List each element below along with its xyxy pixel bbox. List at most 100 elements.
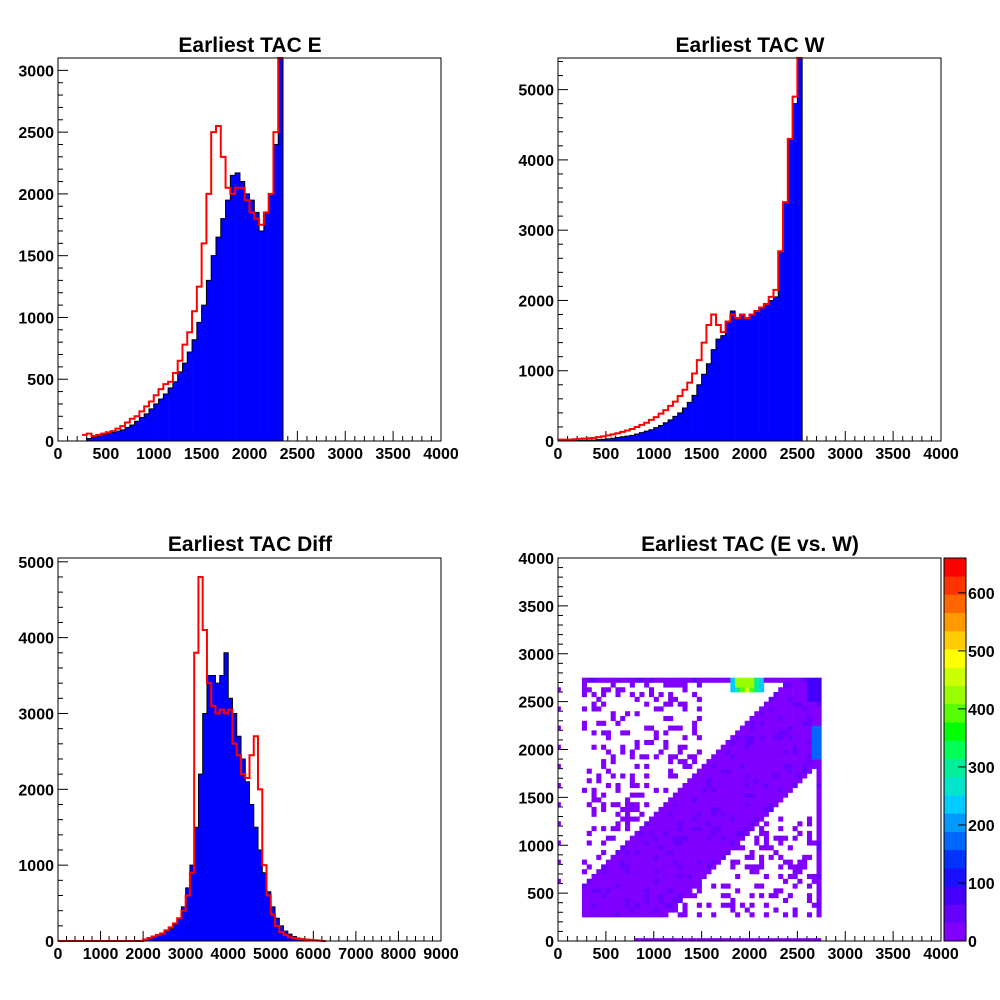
heatmap-cell: [658, 864, 664, 870]
heatmap-cell: [773, 938, 779, 941]
heatmap-cell: [768, 744, 774, 750]
histogram-bar: [230, 175, 236, 441]
heatmap-cell: [768, 759, 774, 765]
histogram-bar: [219, 675, 225, 941]
histogram-bar: [147, 937, 152, 941]
heatmap-cell: [739, 816, 746, 822]
heatmap-cell: [696, 768, 702, 774]
heatmap-cell: [701, 850, 707, 856]
y-tick-label: 0: [45, 434, 54, 451]
heatmap-cell: [749, 783, 755, 789]
heatmap-cell: [778, 768, 784, 774]
colorbar-tick-label: 500: [968, 644, 995, 661]
heatmap-cell: [730, 938, 736, 941]
heatmap-cell: [797, 938, 803, 941]
heatmap-cell: [701, 873, 707, 880]
heatmap-cell: [644, 701, 650, 707]
x-tick-label: 1000: [636, 446, 672, 463]
heatmap-cell: [725, 754, 731, 760]
heatmap-cell: [610, 873, 616, 880]
heatmap-cell: [787, 759, 793, 765]
heatmap-cell: [687, 850, 693, 856]
heatmap-cell: [610, 835, 616, 841]
heatmap-cell: [715, 859, 722, 865]
heatmap-cell: [735, 687, 741, 693]
heatmap-cell: [696, 677, 702, 683]
heatmap-cell: [625, 711, 631, 717]
heatmap-cell: [715, 802, 722, 808]
colorbar-swatch: [944, 667, 966, 686]
heatmap-cell: [787, 763, 793, 769]
heatmap-cell: [749, 768, 755, 774]
heatmap-cell: [802, 763, 808, 769]
histogram-bar: [172, 381, 178, 441]
heatmap-cell: [629, 692, 635, 698]
heatmap-cell: [730, 816, 736, 822]
heatmap-cell: [591, 878, 597, 884]
heatmap-cell: [711, 797, 717, 803]
heatmap-cell: [591, 907, 597, 913]
histogram-bar: [715, 339, 722, 441]
heatmap-cell: [601, 897, 607, 903]
histogram-bar: [196, 322, 202, 441]
heatmap-cell: [735, 773, 741, 779]
heatmap-cell: [658, 854, 664, 860]
heatmap-cell: [730, 802, 736, 808]
histogram-bar: [283, 931, 289, 941]
heatmap-cell: [701, 768, 707, 774]
heatmap-cell: [759, 802, 765, 808]
heatmap-cell: [749, 854, 755, 860]
heatmap-cell: [668, 845, 674, 851]
heatmap-cell: [739, 787, 746, 793]
heatmap-cell: [701, 773, 707, 779]
heatmap-cell: [754, 840, 760, 846]
heatmap-cell: [629, 888, 635, 894]
heatmap-cell: [739, 792, 746, 798]
heatmap-cell: [749, 826, 755, 832]
heatmap-cell: [787, 873, 793, 880]
heatmap-cell: [720, 821, 726, 827]
heatmap-cell: [778, 773, 784, 779]
heatmap-cell: [677, 821, 683, 827]
heatmap-cell: [672, 677, 678, 683]
heatmap-cell: [763, 792, 769, 798]
heatmap-cell: [787, 845, 793, 851]
y-tick-label: 4000: [18, 631, 54, 648]
heatmap-cell: [610, 715, 616, 722]
heatmap-cell: [601, 759, 607, 765]
heatmap-cell: [763, 739, 769, 746]
heatmap-cell: [581, 692, 588, 698]
heatmap-cell: [783, 715, 789, 722]
heatmap-cell: [653, 840, 659, 846]
histogram-bar: [249, 200, 255, 441]
heatmap-cell: [725, 783, 731, 789]
heatmap-cell: [711, 754, 717, 760]
heatmap-cell: [763, 759, 769, 765]
heatmap-cell: [668, 826, 674, 832]
heatmap-cell: [792, 835, 798, 841]
x-tick-label: 2500: [280, 446, 316, 463]
x-tick-label: 3500: [875, 446, 911, 463]
heatmap-cell: [644, 888, 650, 894]
histogram-bar: [677, 412, 683, 441]
heatmap-cell: [610, 897, 616, 903]
heatmap-cell: [706, 759, 712, 765]
colorbar-swatch: [944, 685, 966, 705]
heatmap-cell: [787, 706, 793, 712]
heatmap-cell: [581, 869, 588, 875]
heatmap-cell: [768, 797, 774, 803]
heatmap-cell: [749, 787, 755, 793]
heatmap-cell: [558, 802, 561, 807]
heatmap-cell: [658, 692, 664, 698]
colorbar-swatch: [944, 849, 966, 869]
heatmap-cell: [581, 706, 588, 712]
panel-earliest-tac-e-vs-w: Earliest TAC (E vs. W) 0 500 1000 1500 2000 2…: [518, 533, 994, 963]
heatmap-cell: [663, 873, 669, 880]
heatmap-cell: [668, 715, 674, 722]
heatmap-cell: [687, 845, 693, 851]
heatmap-cell: [596, 720, 602, 726]
histogram-bar: [206, 675, 212, 941]
heatmap-cell: [754, 883, 760, 889]
heatmap-cell: [601, 907, 607, 913]
heatmap-cell: [730, 806, 736, 813]
